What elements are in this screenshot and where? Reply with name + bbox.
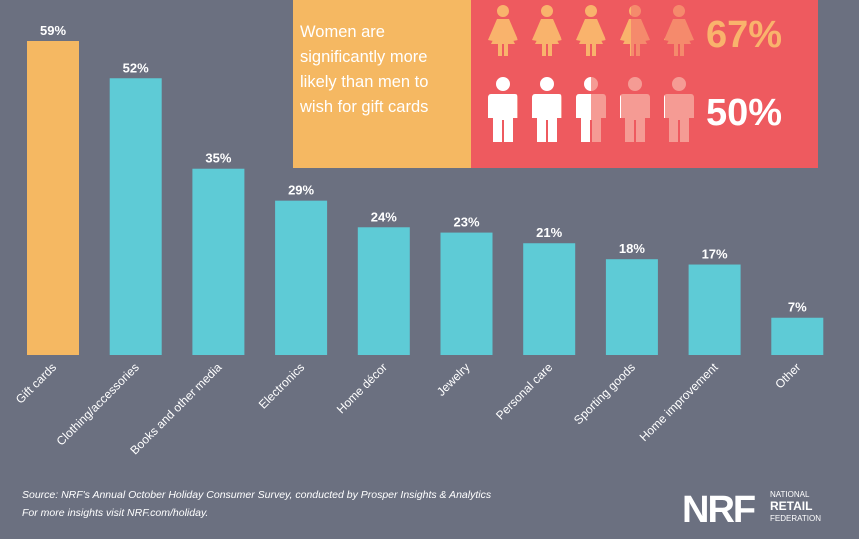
- person-icon: [488, 5, 518, 56]
- value-label: 17%: [702, 247, 728, 262]
- person-icon: [532, 5, 562, 56]
- callout-text: Women are significantly more likely than…: [300, 23, 429, 116]
- value-label: 35%: [205, 151, 231, 166]
- person-icon: [488, 77, 518, 142]
- logo-mark: NRF: [682, 489, 755, 531]
- value-label: 23%: [453, 215, 479, 230]
- x-tick-label: Sporting goods: [571, 360, 638, 427]
- bar: [357, 227, 410, 355]
- bar: [27, 41, 79, 355]
- x-tick-label: Clothing/accessories: [54, 360, 142, 448]
- x-tick-label: Other: [772, 360, 803, 391]
- logo-text: RETAIL: [770, 499, 812, 513]
- bar: [771, 317, 824, 355]
- callout-panel: [293, 0, 471, 168]
- value-label: 59%: [40, 23, 66, 38]
- value-label: 24%: [371, 209, 397, 224]
- logo-text: NATIONAL: [770, 490, 810, 499]
- bar: [688, 264, 741, 355]
- x-tick-label: Home improvement: [637, 360, 721, 444]
- x-tick-label: Gift cards: [13, 360, 59, 406]
- source-note: Source: NRF's Annual October Holiday Con…: [22, 489, 492, 501]
- bar: [192, 168, 245, 355]
- callout-value: 67%: [706, 14, 782, 56]
- callout-value: 50%: [706, 92, 782, 134]
- value-label: 29%: [288, 183, 314, 198]
- bar: [523, 243, 576, 355]
- bar: [605, 259, 658, 355]
- x-tick-label: Books and other media: [127, 360, 224, 457]
- value-label: 18%: [619, 241, 645, 256]
- bar: [109, 78, 162, 355]
- person-icon: [664, 77, 694, 142]
- x-tick-label: Jewelry: [434, 360, 473, 399]
- bar: [275, 200, 328, 355]
- bar: [440, 232, 493, 355]
- more-note: For more insights visit NRF.com/holiday.: [22, 507, 208, 519]
- x-tick-label: Personal care: [493, 360, 555, 422]
- person-icon: [620, 5, 650, 56]
- person-icon: [532, 77, 562, 142]
- x-tick-label: Electronics: [256, 360, 307, 411]
- value-label: 52%: [123, 60, 149, 75]
- person-icon: [664, 5, 694, 56]
- person-icon: [576, 5, 606, 56]
- x-tick-label: Home décor: [334, 360, 390, 416]
- person-icon: [576, 77, 606, 142]
- person-icon: [620, 77, 650, 142]
- logo-text: FEDERATION: [770, 514, 821, 523]
- value-label: 7%: [788, 300, 807, 315]
- value-label: 21%: [536, 225, 562, 240]
